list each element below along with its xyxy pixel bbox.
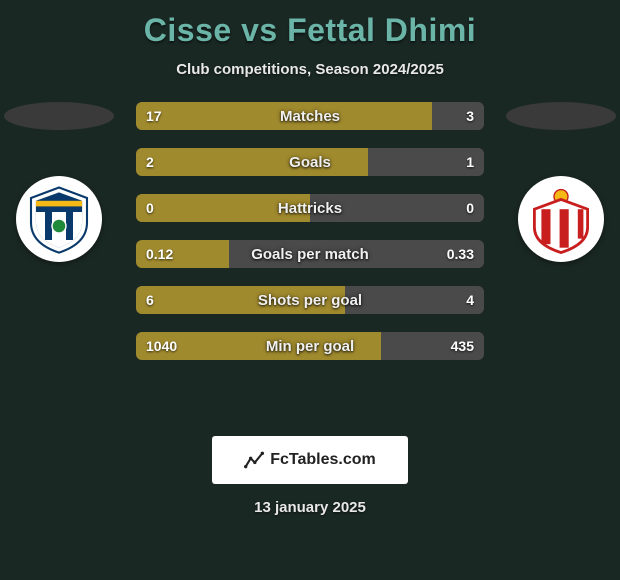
- stat-bar: 21Goals: [136, 148, 484, 176]
- stat-label: Matches: [136, 102, 484, 130]
- page-title: Cisse vs Fettal Dhimi: [0, 0, 620, 49]
- stat-bar: 64Shots per goal: [136, 286, 484, 314]
- almeria-crest-icon: [526, 184, 596, 254]
- chart-line-icon: [244, 450, 264, 470]
- subtitle: Club competitions, Season 2024/2025: [0, 61, 620, 78]
- date-label: 13 january 2025: [0, 499, 620, 516]
- leganes-crest-icon: [24, 184, 94, 254]
- watermark-label: FcTables.com: [270, 451, 376, 469]
- stat-bar: 173Matches: [136, 102, 484, 130]
- stat-bars-container: 173Matches 21Goals 00Hattricks 0.120.33Goal…: [136, 102, 484, 378]
- stat-label: Hattricks: [136, 194, 484, 222]
- watermark-box: FcTables.com: [212, 436, 408, 484]
- stat-bar: 00Hattricks: [136, 194, 484, 222]
- team-badge-left: [16, 176, 102, 262]
- stat-label: Goals: [136, 148, 484, 176]
- stat-label: Min per goal: [136, 332, 484, 360]
- stat-label: Goals per match: [136, 240, 484, 268]
- stat-bar: 0.120.33Goals per match: [136, 240, 484, 268]
- podium-ellipse-right: [506, 102, 616, 130]
- stat-label: Shots per goal: [136, 286, 484, 314]
- team-badge-right: [518, 176, 604, 262]
- podium-ellipse-left: [4, 102, 114, 130]
- stat-bar: 1040435Min per goal: [136, 332, 484, 360]
